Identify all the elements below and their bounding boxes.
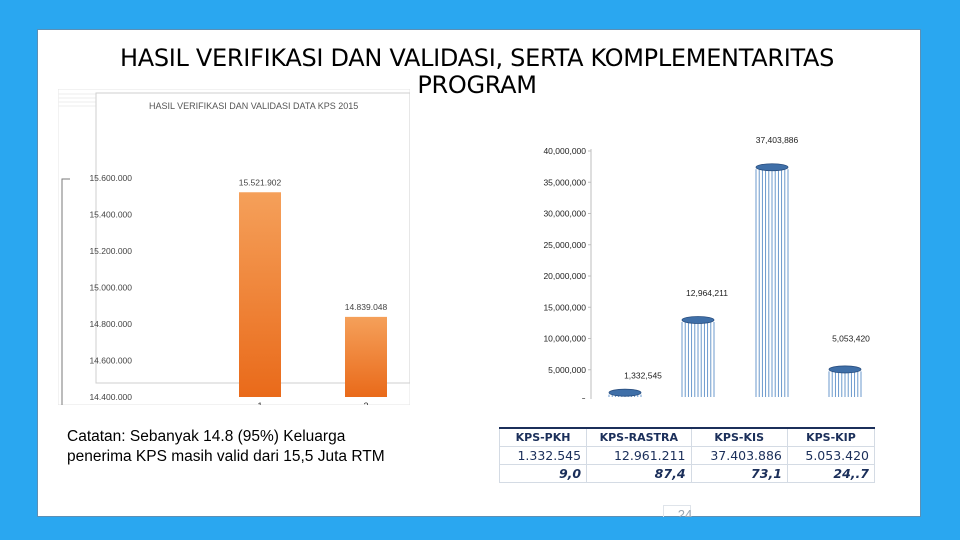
data-label: 37,403,886 bbox=[756, 135, 799, 145]
table-cell: 9,0 bbox=[500, 465, 587, 483]
data-label: 12,964,211 bbox=[686, 288, 728, 298]
chart-title: HASIL VERIFIKASI DAN VALIDASI DATA KPS 2… bbox=[149, 101, 358, 111]
data-label: 15.521.902 bbox=[239, 177, 282, 187]
y-tick-label: 25,000,000 bbox=[543, 240, 586, 250]
table-header-cell: KPS-RASTRA bbox=[587, 428, 691, 447]
table-header-cell: KPS-PKH bbox=[500, 428, 587, 447]
table-cell: 12.961.211 bbox=[587, 447, 691, 465]
y-tick-label: 40,000,000 bbox=[543, 146, 586, 156]
y-tick-label: 15,000,000 bbox=[543, 302, 586, 312]
bar-top bbox=[756, 164, 788, 171]
y-tick-label: 20,000,000 bbox=[543, 271, 586, 281]
table-header-cell: KPS-KIP bbox=[787, 428, 874, 447]
data-label: 1,332,545 bbox=[624, 371, 662, 381]
y-tick-label: 5,000,000 bbox=[548, 365, 586, 375]
y-tick-label: 35,000,000 bbox=[543, 177, 586, 187]
table-cell: 87,4 bbox=[587, 465, 691, 483]
y-tick-label: 15.400.000 bbox=[89, 210, 132, 220]
x-tick-label: 2 bbox=[363, 401, 368, 405]
y-tick-label: 15.600.000 bbox=[89, 173, 132, 183]
table-cell: 37.403.886 bbox=[691, 447, 787, 465]
table-cell: 24,.7 bbox=[787, 465, 874, 483]
table-cell: 5.053.420 bbox=[787, 447, 874, 465]
bar bbox=[609, 389, 641, 399]
x-tick-label: 1 bbox=[257, 401, 262, 405]
table-cell: 73,1 bbox=[691, 465, 787, 483]
y-tick-label: 30,000,000 bbox=[543, 209, 586, 219]
data-label: 14.839.048 bbox=[345, 302, 388, 312]
table-row-percents: 9,0 87,4 73,1 24,.7 bbox=[500, 465, 875, 483]
table-row-counts: 1.332.545 12.961.211 37.403.886 5.053.42… bbox=[500, 447, 875, 465]
y-tick-label: 15.000.000 bbox=[89, 283, 132, 293]
table-header-cell: KPS-KIS bbox=[691, 428, 787, 447]
page-number: 24 bbox=[665, 507, 705, 517]
table-header-row: KPS-PKH KPS-RASTRA KPS-KIS KPS-KIP bbox=[500, 428, 875, 447]
y-tick-label: 14.600.000 bbox=[89, 356, 132, 366]
bar bbox=[756, 164, 788, 399]
note-text: Catatan: Sebanyak 14.8 (95%) Keluarga pe… bbox=[67, 427, 407, 467]
kps-table: KPS-PKH KPS-RASTRA KPS-KIS KPS-KIP 1.332… bbox=[499, 427, 875, 483]
y-tick-label: 14.400.000 bbox=[89, 392, 132, 402]
slide: HASIL VERIFIKASI DAN VALIDASI, SERTA KOM… bbox=[37, 29, 921, 517]
bar-top bbox=[682, 316, 714, 323]
bar bbox=[829, 366, 861, 399]
y-tick-label: 15.200.000 bbox=[89, 246, 132, 256]
y-tick-label: 10,000,000 bbox=[543, 334, 586, 344]
data-label: 5,053,420 bbox=[832, 333, 870, 343]
left-bar-chart: HASIL VERIFIKASI DAN VALIDASI DATA KPS 2… bbox=[58, 89, 410, 405]
y-tick-label: 14.800.000 bbox=[89, 319, 132, 329]
bar bbox=[345, 317, 387, 397]
y-tick-label: 0 bbox=[581, 396, 586, 399]
bar bbox=[682, 316, 714, 399]
table-cell: 1.332.545 bbox=[500, 447, 587, 465]
bar bbox=[239, 192, 281, 397]
bar-top bbox=[609, 389, 641, 396]
right-bar-chart: 0 5,000,000 10,000,000 15,000,000 20,000,000… bbox=[467, 89, 887, 399]
bar-top bbox=[829, 366, 861, 373]
